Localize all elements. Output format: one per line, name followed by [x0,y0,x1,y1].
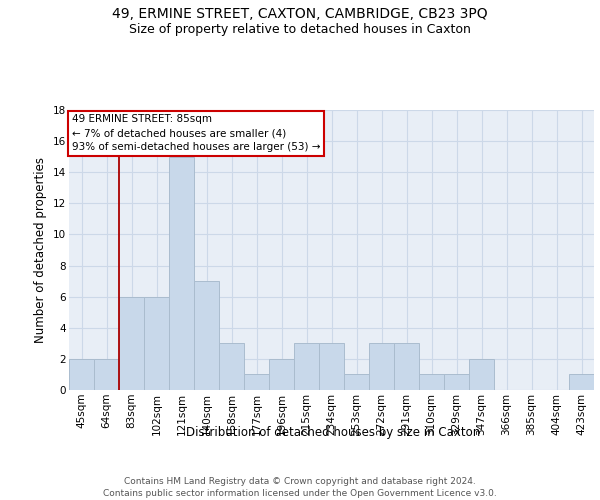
Bar [569,374,594,390]
Text: 49 ERMINE STREET: 85sqm
← 7% of detached houses are smaller (4)
93% of semi-deta: 49 ERMINE STREET: 85sqm ← 7% of detached… [71,114,320,152]
Bar [344,374,369,390]
Bar [144,296,169,390]
Bar [319,344,344,390]
Bar [194,281,219,390]
Bar [169,156,194,390]
Bar [294,344,319,390]
Bar [469,359,494,390]
Text: Size of property relative to detached houses in Caxton: Size of property relative to detached ho… [129,22,471,36]
Bar [269,359,294,390]
Bar [244,374,269,390]
Bar [219,344,244,390]
Bar [394,344,419,390]
Text: Distribution of detached houses by size in Caxton: Distribution of detached houses by size … [186,426,480,439]
Y-axis label: Number of detached properties: Number of detached properties [34,157,47,343]
Bar [369,344,394,390]
Bar [69,359,94,390]
Bar [119,296,144,390]
Bar [94,359,119,390]
Text: Contains HM Land Registry data © Crown copyright and database right 2024.
Contai: Contains HM Land Registry data © Crown c… [103,476,497,498]
Bar [419,374,444,390]
Text: 49, ERMINE STREET, CAXTON, CAMBRIDGE, CB23 3PQ: 49, ERMINE STREET, CAXTON, CAMBRIDGE, CB… [112,8,488,22]
Bar [444,374,469,390]
